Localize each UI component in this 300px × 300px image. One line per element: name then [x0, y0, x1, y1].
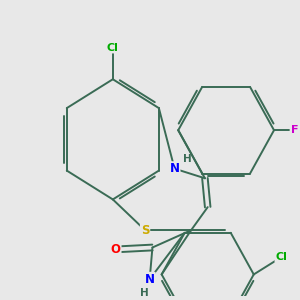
Text: F: F	[290, 125, 298, 135]
Text: Cl: Cl	[275, 252, 287, 262]
Text: H: H	[183, 154, 192, 164]
Text: H: H	[140, 288, 149, 298]
Text: Cl: Cl	[107, 43, 119, 52]
Text: N: N	[169, 162, 179, 175]
Text: O: O	[111, 243, 121, 256]
Text: N: N	[145, 273, 155, 286]
Text: S: S	[141, 224, 149, 237]
